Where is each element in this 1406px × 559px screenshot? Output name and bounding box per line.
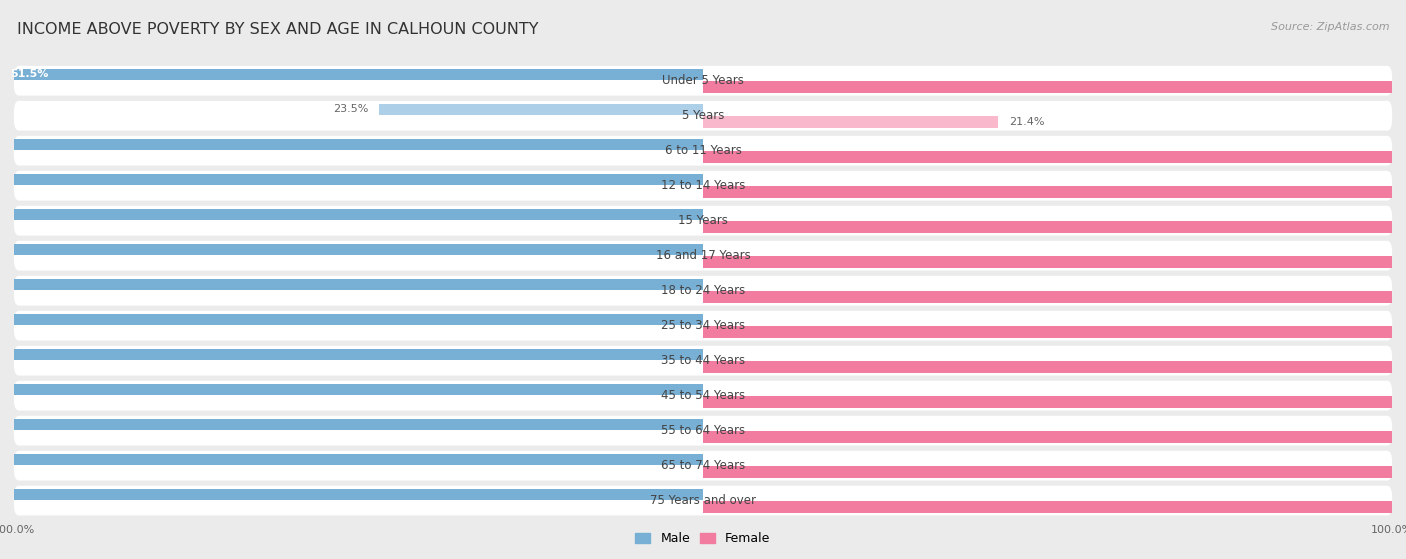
Bar: [703, 361, 1406, 372]
Text: 12 to 14 Years: 12 to 14 Years: [661, 179, 745, 192]
Bar: [703, 291, 1406, 302]
Bar: [0, 419, 703, 430]
Bar: [0, 69, 703, 80]
Text: 5 Years: 5 Years: [682, 109, 724, 122]
Bar: [0, 209, 703, 220]
Text: 16 and 17 Years: 16 and 17 Years: [655, 249, 751, 262]
Text: 45 to 54 Years: 45 to 54 Years: [661, 389, 745, 402]
Text: 51.5%: 51.5%: [10, 69, 48, 79]
Bar: [380, 104, 703, 115]
Legend: Male, Female: Male, Female: [630, 527, 776, 550]
Bar: [0, 349, 703, 360]
Bar: [703, 116, 998, 127]
FancyBboxPatch shape: [14, 206, 1392, 235]
Text: Under 5 Years: Under 5 Years: [662, 74, 744, 87]
Bar: [703, 82, 1406, 93]
Text: 35 to 44 Years: 35 to 44 Years: [661, 354, 745, 367]
Bar: [703, 221, 1406, 233]
Bar: [703, 257, 1406, 268]
Text: 55 to 64 Years: 55 to 64 Years: [661, 424, 745, 437]
FancyBboxPatch shape: [14, 241, 1392, 271]
Text: Source: ZipAtlas.com: Source: ZipAtlas.com: [1271, 22, 1389, 32]
Bar: [703, 326, 1406, 338]
Text: 15 Years: 15 Years: [678, 214, 728, 227]
FancyBboxPatch shape: [14, 486, 1392, 515]
FancyBboxPatch shape: [14, 381, 1392, 410]
Text: 65 to 74 Years: 65 to 74 Years: [661, 459, 745, 472]
Text: 6 to 11 Years: 6 to 11 Years: [665, 144, 741, 157]
Bar: [703, 432, 1406, 443]
FancyBboxPatch shape: [14, 276, 1392, 306]
FancyBboxPatch shape: [14, 311, 1392, 340]
FancyBboxPatch shape: [14, 101, 1392, 131]
Bar: [703, 466, 1406, 477]
Bar: [0, 174, 703, 185]
FancyBboxPatch shape: [14, 451, 1392, 481]
Bar: [0, 244, 703, 255]
Bar: [703, 501, 1406, 513]
Text: 18 to 24 Years: 18 to 24 Years: [661, 284, 745, 297]
FancyBboxPatch shape: [14, 346, 1392, 376]
Bar: [0, 314, 703, 325]
Text: 21.4%: 21.4%: [1010, 117, 1045, 127]
Bar: [0, 454, 703, 465]
Text: 23.5%: 23.5%: [333, 105, 368, 115]
Bar: [703, 151, 1406, 163]
Bar: [703, 186, 1406, 197]
Bar: [0, 279, 703, 290]
Text: INCOME ABOVE POVERTY BY SEX AND AGE IN CALHOUN COUNTY: INCOME ABOVE POVERTY BY SEX AND AGE IN C…: [17, 22, 538, 37]
FancyBboxPatch shape: [14, 136, 1392, 165]
Bar: [703, 396, 1406, 408]
Bar: [0, 139, 703, 150]
FancyBboxPatch shape: [14, 416, 1392, 446]
Text: 25 to 34 Years: 25 to 34 Years: [661, 319, 745, 332]
FancyBboxPatch shape: [14, 171, 1392, 201]
Bar: [0, 384, 703, 395]
FancyBboxPatch shape: [14, 66, 1392, 96]
Text: 75 Years and over: 75 Years and over: [650, 494, 756, 507]
Bar: [0, 489, 703, 500]
